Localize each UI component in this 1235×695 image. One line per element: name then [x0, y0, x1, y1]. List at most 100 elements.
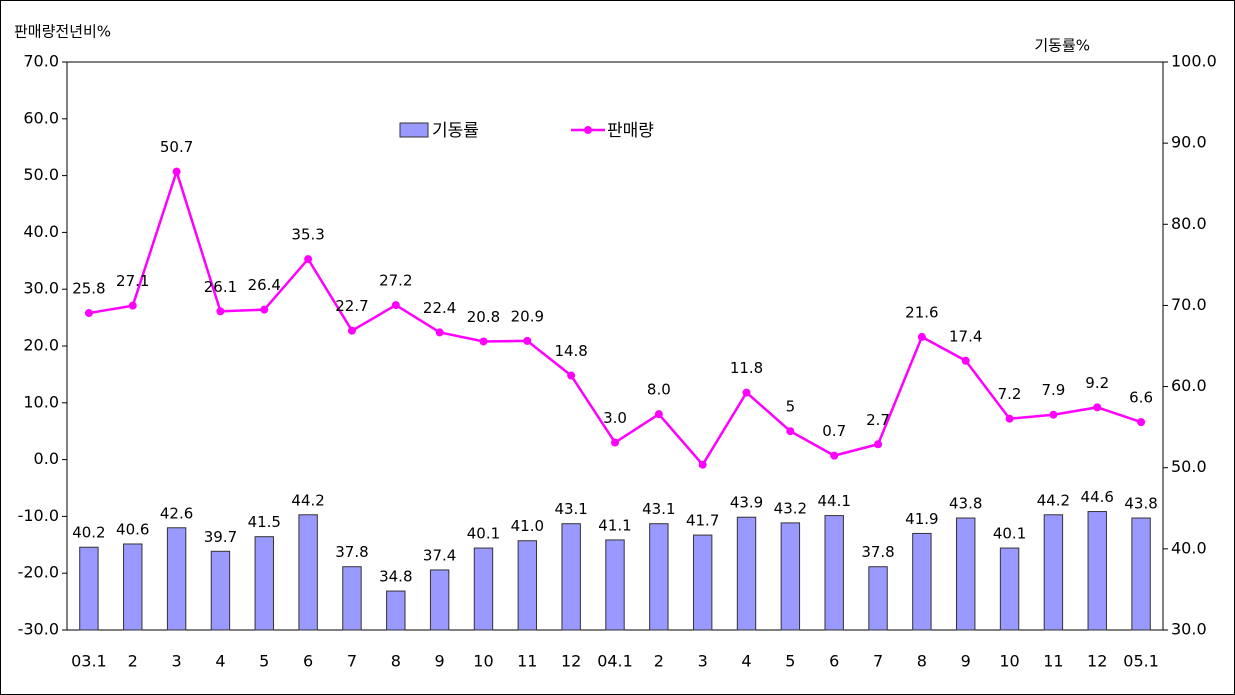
line-label: 7.9: [1041, 381, 1065, 399]
line-label: 17.4: [949, 327, 982, 345]
line-label: 14.8: [554, 342, 587, 360]
line-marker: [1049, 410, 1058, 419]
bar: [298, 514, 318, 631]
bar-label: 39.7: [204, 528, 237, 546]
bar: [561, 523, 581, 631]
x-tick-label: 8: [917, 652, 927, 671]
bar: [649, 523, 669, 631]
x-tick-label: 03.1: [71, 652, 107, 671]
line-marker: [786, 427, 795, 436]
y-tick-label: 30.0: [23, 279, 59, 298]
bar-label: 40.6: [116, 520, 149, 538]
line-label: 50.7: [160, 138, 193, 156]
x-tick-label: 4: [741, 652, 751, 671]
line-label: 35.3: [291, 226, 324, 244]
x-tick-label: 10: [473, 652, 493, 671]
y2-tick-label: 90.0: [1171, 133, 1207, 152]
line-label: 26.4: [248, 276, 281, 294]
bar-label: 43.2: [774, 499, 807, 517]
y2-tick-label: 60.0: [1171, 376, 1207, 395]
line-marker: [304, 255, 313, 264]
bar-label: 40.1: [993, 525, 1026, 543]
line-marker: [1093, 403, 1102, 412]
y-tick-label: 10.0: [23, 392, 59, 411]
x-tick-label: 9: [961, 652, 971, 671]
y2-tick-label: 70.0: [1171, 295, 1207, 314]
y-tick-label: 60.0: [23, 108, 59, 127]
line-marker: [523, 336, 532, 345]
bar: [429, 569, 450, 631]
bar-label: 40.2: [72, 524, 105, 542]
legend-label: 판매량: [607, 121, 654, 141]
line-marker: [216, 307, 225, 316]
x-tick-label: 3: [172, 652, 182, 671]
y-tick-label: 70.0: [23, 52, 59, 71]
bar-label: 37.8: [335, 543, 368, 561]
bar: [736, 516, 757, 631]
x-tick-label: 04.1: [597, 652, 633, 671]
bar: [166, 527, 187, 631]
y2-tick-label: 100.0: [1171, 52, 1217, 71]
bar-label: 43.8: [949, 495, 982, 513]
x-tick-label: 7: [347, 652, 357, 671]
y2-tick-label: 50.0: [1171, 457, 1207, 476]
bar: [692, 534, 713, 631]
y-tick-label: -10.0: [18, 506, 59, 525]
line-label: 20.8: [467, 308, 500, 326]
line-label: 26.1: [204, 278, 237, 296]
line-label: 6.6: [1129, 389, 1153, 407]
legend-label: 기동률: [432, 121, 479, 141]
bar: [123, 543, 143, 631]
x-tick-label: 11: [517, 652, 537, 671]
x-tick-label: 5: [259, 652, 269, 671]
line-marker: [961, 356, 970, 365]
y-axis-label: 판매량전년비%: [14, 23, 111, 41]
bar-label: 43.8: [1124, 495, 1157, 513]
legend-swatch: [584, 126, 592, 134]
bar-label: 37.8: [861, 543, 894, 561]
line-marker: [391, 301, 400, 310]
line-marker: [611, 438, 619, 447]
x-tick-label: 12: [561, 652, 581, 671]
line-marker: [742, 388, 751, 397]
line-label: 0.7: [822, 422, 846, 440]
line-label: 2.7: [866, 411, 890, 429]
y-tick-label: -30.0: [18, 620, 59, 639]
y-tick-label: 20.0: [23, 336, 59, 355]
bar-label: 44.6: [1081, 488, 1114, 506]
line-marker: [654, 410, 663, 419]
line-marker: [917, 332, 926, 341]
line-marker: [172, 167, 181, 176]
line-marker: [1005, 414, 1014, 423]
y-tick-label: 50.0: [23, 165, 59, 184]
line-label: 11.8: [730, 359, 763, 377]
bar-label: 41.5: [248, 513, 281, 531]
bar-label: 34.8: [379, 568, 412, 586]
line-marker: [567, 371, 576, 380]
bar: [912, 532, 932, 631]
x-tick-label: 2: [128, 652, 138, 671]
y2-tick-label: 40.0: [1171, 538, 1207, 557]
bar-label: 44.1: [817, 492, 850, 510]
x-tick-label: 12: [1087, 652, 1107, 671]
line-marker: [479, 337, 488, 346]
y2-axis-label: 기동률%: [1034, 37, 1090, 55]
bar: [254, 536, 274, 631]
line-label: 22.4: [423, 299, 456, 317]
bar-label: 42.6: [160, 504, 193, 522]
line-label: 27.2: [379, 272, 412, 290]
x-tick-label: 10: [999, 652, 1019, 671]
line-marker: [347, 326, 356, 335]
y-tick-label: 0.0: [34, 449, 59, 468]
line-marker: [698, 460, 707, 469]
line-marker: [1137, 418, 1146, 427]
bar-label: 43.9: [730, 494, 763, 512]
bar-label: 41.9: [905, 510, 938, 528]
bar: [210, 550, 231, 631]
bar: [342, 566, 362, 631]
bar: [868, 566, 888, 631]
x-tick-label: 5: [785, 652, 795, 671]
y2-tick-label: 30.0: [1171, 620, 1207, 639]
x-tick-label: 8: [391, 652, 401, 671]
bar: [79, 546, 99, 631]
